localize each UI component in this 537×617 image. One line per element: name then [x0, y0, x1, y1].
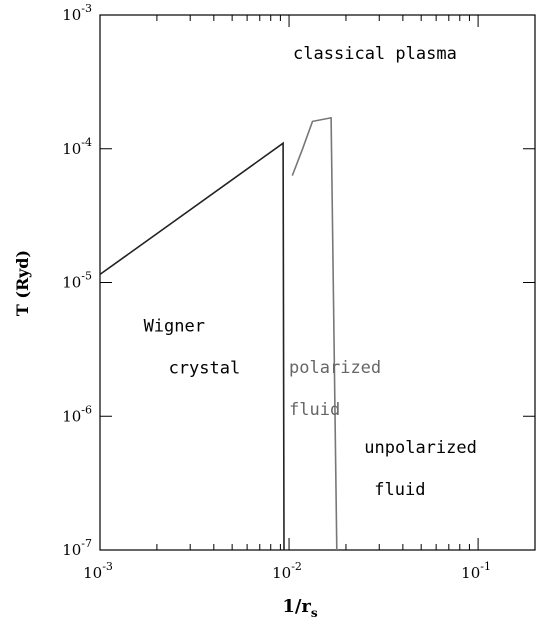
y-tick-label: 10-4 [62, 136, 92, 158]
axis-tick-labels: 10-3 10-2 10-1 10-7 10-6 10-5 10-4 10-3 [62, 2, 491, 582]
data-series [99, 117, 338, 551]
region-label: fluid [374, 480, 425, 500]
series-line-1 [99, 141, 285, 551]
series-line-2 [291, 117, 338, 551]
region-annotations: classical plasma Wigner crystal polarized fl… [144, 44, 477, 500]
y-tick-label: 10-7 [62, 537, 92, 559]
axis-ticks [99, 14, 536, 551]
region-label: fluid [289, 400, 340, 420]
y-tick-label: 10-3 [62, 2, 92, 24]
region-label: classical plasma [293, 44, 457, 64]
region-label: unpolarized [364, 438, 477, 458]
region-label: polarized [289, 358, 381, 378]
x-axis-title: 1/rs [282, 596, 318, 617]
plot-frame [99, 14, 536, 551]
x-axis-title-subscript: s [311, 606, 318, 617]
x-axis-title-main: 1/r [282, 596, 311, 617]
y-tick-label: 10-6 [62, 403, 92, 425]
x-tick-label: 10-3 [83, 560, 113, 582]
region-label: Wigner [144, 317, 205, 337]
region-label: crystal [169, 359, 241, 379]
y-axis-title: T (Ryd) [13, 250, 32, 316]
x-tick-label: 10-1 [461, 560, 491, 582]
y-tick-label: 10-5 [62, 270, 92, 292]
x-tick-label: 10-2 [272, 560, 302, 582]
